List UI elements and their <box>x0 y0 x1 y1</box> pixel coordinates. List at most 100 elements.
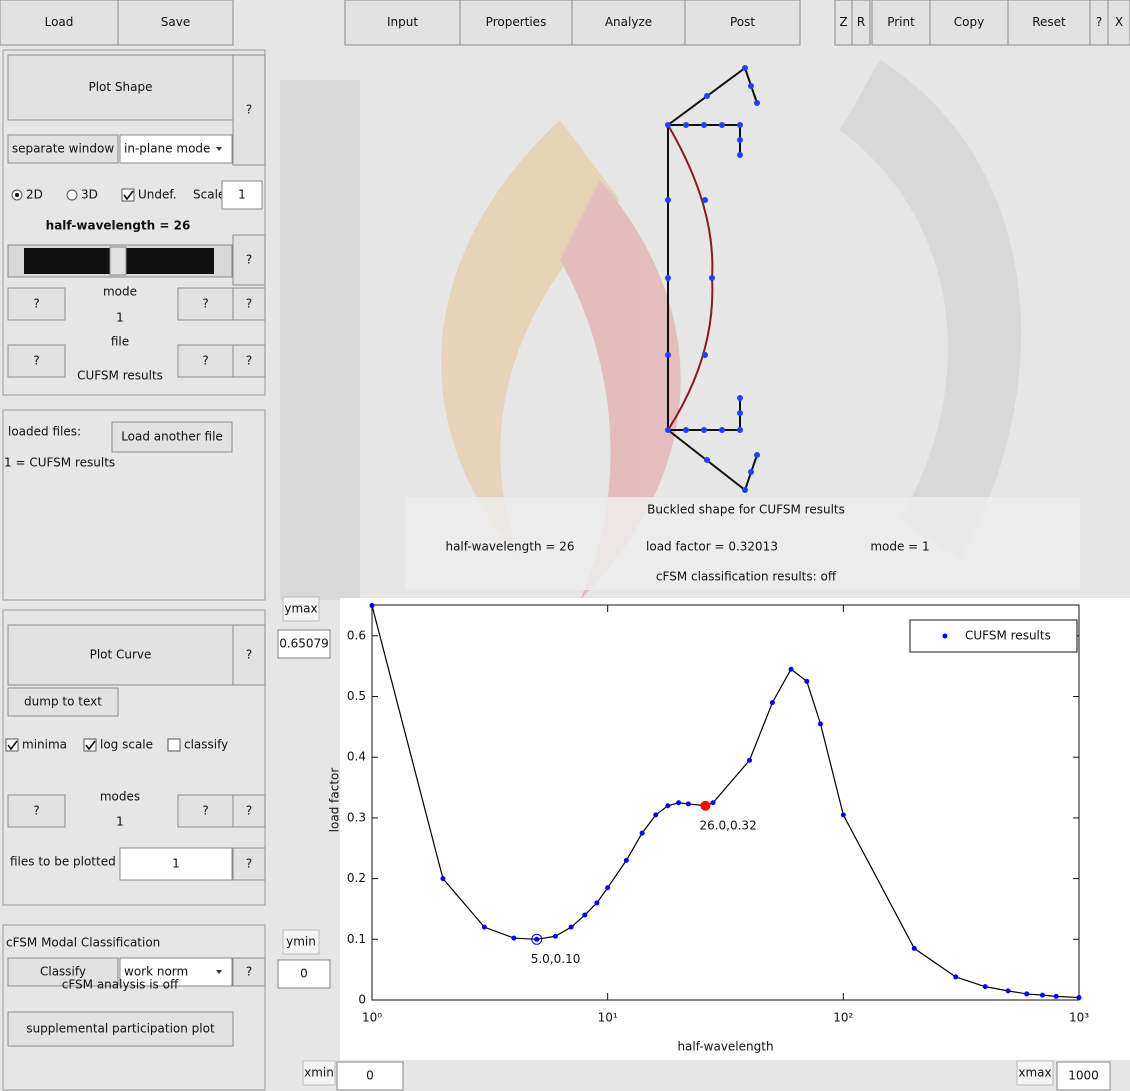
button-label: ? <box>246 297 252 311</box>
data-point <box>676 800 681 805</box>
data-point <box>482 925 487 930</box>
checkbox-label: log scale <box>100 738 153 752</box>
y-tick-label: 0.2 <box>347 871 366 885</box>
input-value: 0.65079 <box>279 637 329 651</box>
button-label: ? <box>202 804 208 818</box>
label: modes <box>100 790 140 804</box>
label: mode = 1 <box>870 540 929 554</box>
data-point <box>983 984 988 989</box>
label: cFSM classification results: off <box>656 570 837 584</box>
data-point <box>1054 994 1059 999</box>
data-point <box>804 679 809 684</box>
label: half-wavelength = 26 <box>445 540 574 554</box>
watermark-shape <box>280 80 360 600</box>
data-point <box>653 812 658 817</box>
button-label: Print <box>887 15 915 29</box>
button-label: Post <box>730 15 755 29</box>
x-axis-label: half-wavelength <box>677 1040 773 1054</box>
data-point <box>789 667 794 672</box>
data-point <box>747 758 752 763</box>
button-label: ? <box>202 354 208 368</box>
checkbox-label: classify <box>184 738 228 752</box>
label: CUFSM results <box>77 369 163 383</box>
label: Scale <box>193 188 225 202</box>
annotation: 5.0,0.10 <box>531 952 581 966</box>
data-point <box>624 858 629 863</box>
y-tick-label: 0.6 <box>347 628 366 642</box>
data-point <box>770 700 775 705</box>
label: files to be plotted <box>10 855 116 869</box>
data-point <box>841 812 846 817</box>
radio[interactable] <box>67 190 77 200</box>
button-label: Z <box>839 15 847 29</box>
button-label: ? <box>246 354 252 368</box>
input-value: 0 <box>300 967 308 981</box>
dropdown-label: in-plane mode <box>124 142 210 156</box>
checkbox-label: minima <box>22 738 67 752</box>
x-tick-label: 10¹ <box>598 1011 618 1025</box>
data-point <box>1040 993 1045 998</box>
button-label: ? <box>33 354 39 368</box>
button-label: dump to text <box>24 695 102 709</box>
label: 1 = CUFSM results <box>4 456 115 470</box>
label: xmin <box>304 1066 334 1080</box>
button-label: supplemental participation plot <box>26 1022 215 1036</box>
button-label: ? <box>246 103 252 117</box>
y-tick-label: 0.5 <box>347 689 366 703</box>
label: loaded files: <box>8 425 81 439</box>
input-value: 1 <box>172 857 180 871</box>
label: load factor = 0.32013 <box>646 540 778 554</box>
button-label: separate window <box>12 142 115 156</box>
label: Buckled shape for CUFSM results <box>647 503 845 517</box>
data-point <box>553 934 558 939</box>
app-window: LoadSaveInputPropertiesAnalyzePostZRPrin… <box>0 0 1130 1091</box>
label: ymax <box>284 602 317 616</box>
button-label: ? <box>246 648 252 662</box>
radio-label: 3D <box>81 188 98 202</box>
data-point <box>686 801 691 806</box>
dropdown-label: work norm <box>124 965 188 979</box>
data-point <box>511 936 516 941</box>
y-axis-label: load factor <box>328 768 342 833</box>
radio-label: 2D <box>26 188 43 202</box>
slider-trough <box>24 248 110 274</box>
label: file <box>111 335 129 349</box>
data-point <box>1006 988 1011 993</box>
slider[interactable] <box>8 245 232 277</box>
data-point <box>665 803 670 808</box>
data-point <box>582 913 587 918</box>
label: mode <box>103 285 137 299</box>
radio-dot <box>15 193 19 197</box>
data-point <box>594 900 599 905</box>
data-point <box>1024 991 1029 996</box>
data-point <box>953 974 958 979</box>
input-value: 0 <box>366 1069 374 1083</box>
y-tick-label: 0.3 <box>347 810 366 824</box>
button-label: ? <box>246 253 252 267</box>
button-label: ? <box>33 297 39 311</box>
button-label: ? <box>246 965 252 979</box>
data-point <box>640 831 645 836</box>
button-label: ? <box>1096 15 1102 29</box>
heading: half-wavelength = 26 <box>46 219 191 233</box>
annotation: 26.0,0.32 <box>699 818 756 832</box>
button-label: Load <box>45 15 74 29</box>
label: xmax <box>1018 1066 1051 1080</box>
button-label: Load another file <box>121 430 223 444</box>
slider-trough <box>126 248 214 274</box>
button-label: R <box>857 15 865 29</box>
selected-point <box>700 801 710 811</box>
data-point <box>1077 995 1082 1000</box>
data-point <box>440 876 445 881</box>
button-label: Input <box>387 15 418 29</box>
slider-thumb[interactable] <box>110 247 126 275</box>
label: cFSM Modal Classification <box>6 936 160 950</box>
label: 1 <box>116 815 124 829</box>
input-value: 1000 <box>1068 1069 1099 1083</box>
button-label: Analyze <box>605 15 652 29</box>
x-tick-label: 10³ <box>1069 1011 1089 1025</box>
button-label: Save <box>161 15 190 29</box>
data-point <box>711 800 716 805</box>
checkbox[interactable] <box>168 739 180 751</box>
label: ymin <box>286 935 316 949</box>
